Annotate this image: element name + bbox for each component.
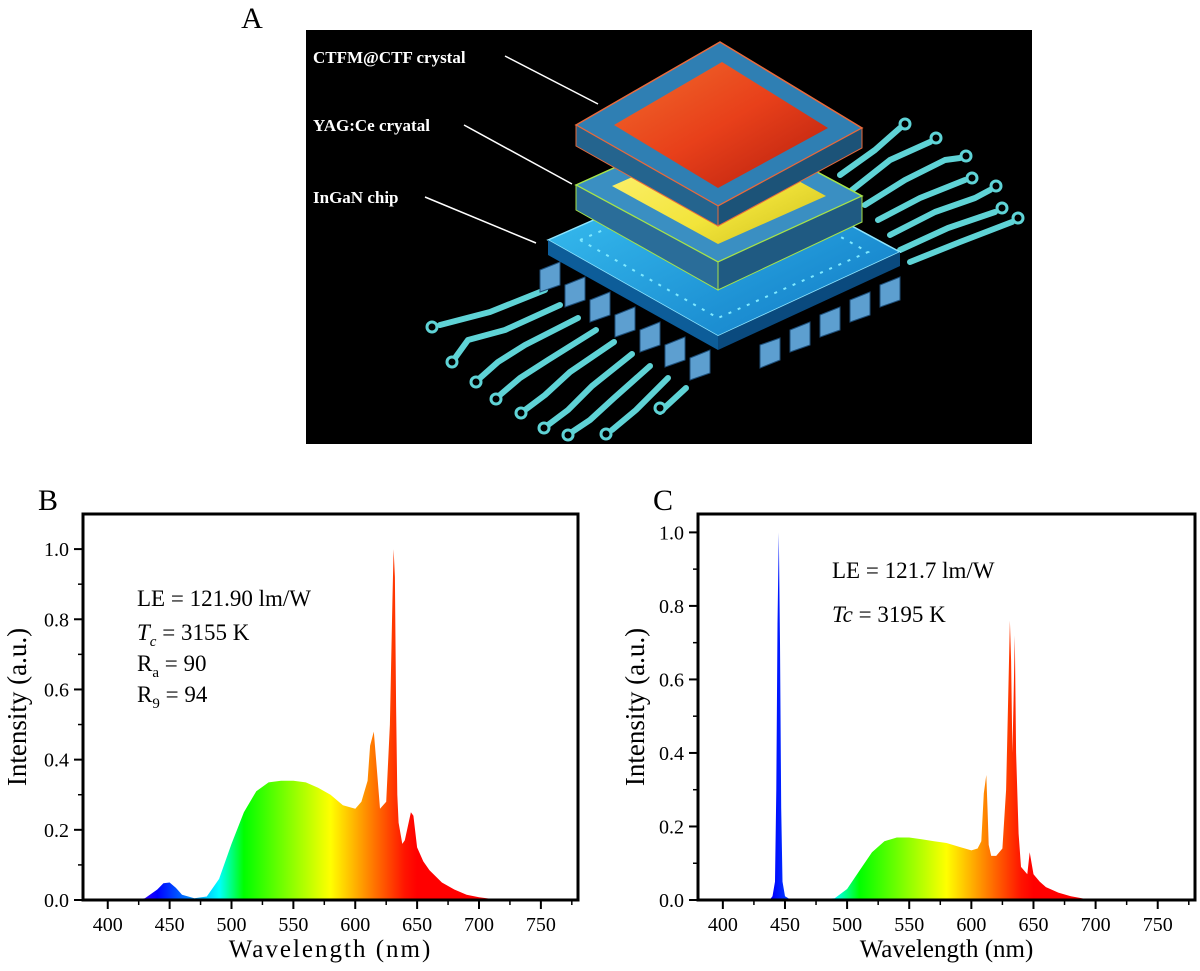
y-tick-label-b-0.6: 0.6 (44, 679, 69, 701)
panel-b: B 400 450 500 550 600 650 700 750 0.0 0.2 0.4 0.6 0.… (2, 484, 580, 963)
x-tick-label-c-700: 700 (1081, 914, 1111, 936)
tc-annotation-b: Tc = 3155 K (137, 620, 250, 650)
chart-c: 400 450 500 550 600 650 700 750 0.0 0.2 0.4 0.6 0.8 1… (620, 512, 1197, 963)
y-tick-label-c-0.4: 0.4 (659, 743, 684, 765)
y-tick-label-b-0.4: 0.4 (44, 750, 69, 772)
y-axis-title-b: Intensity (a.u.) (2, 628, 32, 786)
y-tick-label-b-1.0: 1.0 (44, 539, 69, 561)
label-ctfm-crystal: CTFM@CTF crystal (313, 48, 466, 67)
tc-annotation-c: Tc = 3195 K (832, 602, 946, 627)
y-tick-label-c-0.2: 0.2 (659, 816, 684, 838)
y-tick-label-b-0.2: 0.2 (44, 820, 69, 842)
spectrum-area-c (760, 532, 1096, 900)
x-tick-label-c-550: 550 (894, 914, 924, 936)
y-tick-label-c-0.6: 0.6 (659, 669, 684, 691)
x-tick-label-b-500: 500 (217, 914, 247, 936)
x-tick-label-b-600: 600 (340, 914, 370, 936)
r9-annotation-b: R9 = 94 (137, 682, 208, 712)
y-tick-label-c-0.0: 0.0 (659, 890, 684, 912)
spectrum-area-b (132, 549, 504, 900)
plot-frame-c (696, 512, 1197, 902)
label-ingan-chip: InGaN chip (313, 188, 399, 207)
x-tick-label-c-650: 650 (1018, 914, 1048, 936)
label-yag-crystal: YAG:Ce cryatal (313, 116, 430, 135)
leader-line-middle (463, 124, 573, 185)
panel-b-annotations: LE = 121.90 lm/W Tc = 3155 K Ra = 90 R9 … (137, 586, 311, 712)
x-tick-label-b-550: 550 (278, 914, 308, 936)
x-tick-label-b-400: 400 (93, 914, 123, 936)
layer-labels: CTFM@CTF crystal YAG:Ce cryatal InGaN ch… (313, 48, 599, 244)
le-annotation-c: LE = 121.7 lm/W (832, 558, 995, 583)
plot-frame-b (81, 512, 580, 902)
leader-line-top (504, 55, 599, 105)
ctfm-ctf-layer (574, 41, 864, 227)
y-tick-label-b-0.8: 0.8 (44, 609, 69, 631)
y-tick-label-c-1.0: 1.0 (659, 522, 684, 544)
chip-pins (539, 261, 901, 381)
x-tick-label-c-400: 400 (708, 914, 738, 936)
x-tick-label-b-750: 750 (526, 914, 556, 936)
x-axis-title-b: Wavelength (nm) (229, 936, 433, 963)
leader-line-bottom (424, 196, 537, 244)
chart-b: 400 450 500 550 600 650 700 750 0.0 0.2 0.4 0.6 0.8 1… (2, 512, 580, 963)
circuit-traces (425, 117, 1025, 442)
panel-c-annotations: LE = 121.7 lm/W Tc = 3195 K (832, 558, 995, 627)
panel-a-label: A (241, 2, 263, 35)
panel-b-label: B (38, 484, 58, 517)
x-tick-label-b-650: 650 (402, 914, 432, 936)
ra-annotation-b: Ra = 90 (137, 651, 207, 681)
panel-a: A (241, 2, 1032, 444)
x-tick-label-c-750: 750 (1143, 914, 1173, 936)
x-axis-title-c: Wavelength (nm) (860, 936, 1034, 963)
y-axis-title-c: Intensity (a.u.) (620, 628, 650, 786)
le-annotation-b: LE = 121.90 lm/W (137, 586, 311, 611)
panel-c: C 400 450 500 550 600 650 700 750 0.0 0.2 0.4 0.6 0.… (620, 484, 1197, 963)
x-tick-label-c-450: 450 (770, 914, 800, 936)
x-tick-label-b-700: 700 (464, 914, 494, 936)
panel-c-label: C (653, 484, 673, 517)
x-tick-label-c-600: 600 (956, 914, 986, 936)
x-tick-label-b-450: 450 (155, 914, 185, 936)
y-tick-label-c-0.8: 0.8 (659, 596, 684, 618)
y-tick-label-b-0.0: 0.0 (44, 890, 69, 912)
x-tick-label-c-500: 500 (832, 914, 862, 936)
